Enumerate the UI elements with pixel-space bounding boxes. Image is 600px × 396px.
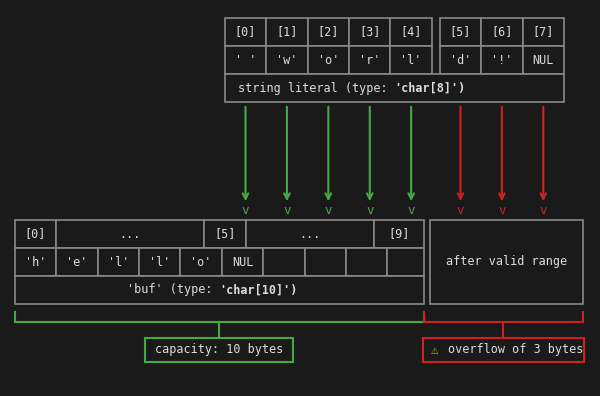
Text: v: v — [498, 204, 506, 217]
FancyBboxPatch shape — [15, 276, 424, 304]
FancyBboxPatch shape — [440, 46, 481, 74]
FancyBboxPatch shape — [308, 46, 349, 74]
Text: ' ': ' ' — [235, 53, 256, 67]
Text: v: v — [407, 204, 415, 217]
Text: [5]: [5] — [214, 227, 235, 240]
FancyBboxPatch shape — [523, 18, 564, 46]
FancyBboxPatch shape — [391, 18, 432, 46]
Text: v: v — [366, 204, 373, 217]
Text: v: v — [539, 204, 547, 217]
Text: 'd': 'd' — [450, 53, 471, 67]
Text: [7]: [7] — [533, 25, 554, 38]
Text: [9]: [9] — [388, 227, 410, 240]
Text: overflow of 3 bytes: overflow of 3 bytes — [448, 343, 584, 356]
Text: 'char[10]'): 'char[10]') — [220, 284, 298, 297]
Text: [5]: [5] — [450, 25, 471, 38]
FancyBboxPatch shape — [346, 248, 388, 276]
FancyBboxPatch shape — [430, 220, 583, 304]
FancyBboxPatch shape — [15, 220, 56, 248]
FancyBboxPatch shape — [225, 74, 564, 102]
FancyBboxPatch shape — [391, 46, 432, 74]
Text: v: v — [457, 204, 464, 217]
FancyBboxPatch shape — [263, 248, 305, 276]
FancyBboxPatch shape — [204, 220, 245, 248]
Text: 'l': 'l' — [107, 255, 129, 268]
Text: [1]: [1] — [276, 25, 298, 38]
FancyBboxPatch shape — [523, 46, 564, 74]
Text: 'char[8]'): 'char[8]') — [394, 82, 466, 95]
FancyBboxPatch shape — [145, 338, 293, 362]
FancyBboxPatch shape — [481, 46, 523, 74]
Text: [0]: [0] — [235, 25, 256, 38]
Text: 'r': 'r' — [359, 53, 380, 67]
Text: [3]: [3] — [359, 25, 380, 38]
Text: after valid range: after valid range — [446, 255, 567, 268]
FancyBboxPatch shape — [349, 18, 391, 46]
FancyBboxPatch shape — [56, 248, 98, 276]
Text: 'buf' (type:: 'buf' (type: — [127, 284, 220, 297]
FancyBboxPatch shape — [98, 248, 139, 276]
Text: ⚠: ⚠ — [431, 343, 438, 356]
Text: 'o': 'o' — [190, 255, 212, 268]
Text: 'l': 'l' — [400, 53, 422, 67]
FancyBboxPatch shape — [245, 220, 374, 248]
Text: 'o': 'o' — [317, 53, 339, 67]
FancyBboxPatch shape — [15, 248, 56, 276]
FancyBboxPatch shape — [481, 18, 523, 46]
FancyBboxPatch shape — [266, 18, 308, 46]
FancyBboxPatch shape — [181, 248, 222, 276]
FancyBboxPatch shape — [225, 18, 266, 46]
Text: 'e': 'e' — [66, 255, 88, 268]
Text: ...: ... — [299, 227, 320, 240]
Text: 'w': 'w' — [276, 53, 298, 67]
Text: v: v — [283, 204, 290, 217]
FancyBboxPatch shape — [56, 220, 204, 248]
FancyBboxPatch shape — [305, 248, 346, 276]
FancyBboxPatch shape — [222, 248, 263, 276]
Text: [4]: [4] — [400, 25, 422, 38]
FancyBboxPatch shape — [422, 338, 584, 362]
Text: NUL: NUL — [533, 53, 554, 67]
Text: 'h': 'h' — [25, 255, 46, 268]
Text: string literal (type:: string literal (type: — [238, 82, 394, 95]
Text: '!': '!' — [491, 53, 512, 67]
Text: v: v — [325, 204, 332, 217]
FancyBboxPatch shape — [440, 18, 481, 46]
Text: v: v — [242, 204, 249, 217]
Text: [2]: [2] — [317, 25, 339, 38]
Text: 'l': 'l' — [149, 255, 170, 268]
FancyBboxPatch shape — [388, 248, 424, 276]
Text: ...: ... — [119, 227, 141, 240]
FancyBboxPatch shape — [266, 46, 308, 74]
Text: NUL: NUL — [232, 255, 253, 268]
FancyBboxPatch shape — [374, 220, 424, 248]
FancyBboxPatch shape — [225, 46, 266, 74]
Text: [6]: [6] — [491, 25, 512, 38]
FancyBboxPatch shape — [139, 248, 181, 276]
FancyBboxPatch shape — [308, 18, 349, 46]
Text: [0]: [0] — [25, 227, 46, 240]
FancyBboxPatch shape — [349, 46, 391, 74]
Text: capacity: 10 bytes: capacity: 10 bytes — [155, 343, 284, 356]
